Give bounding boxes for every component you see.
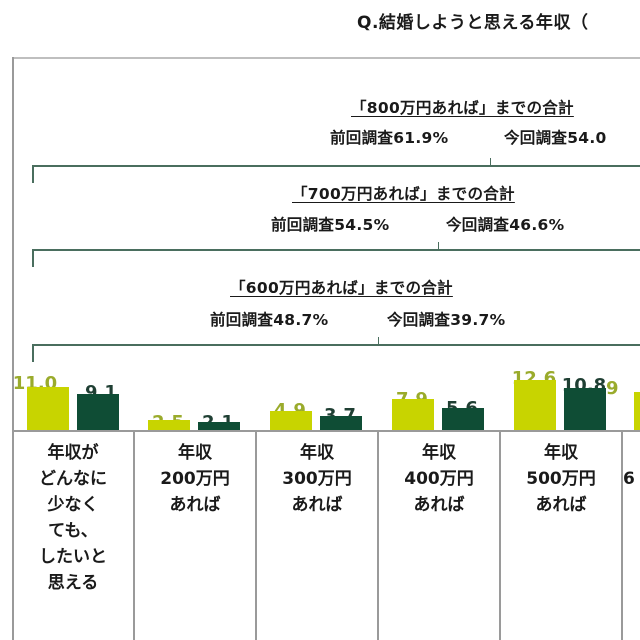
bar-curr bbox=[564, 388, 606, 430]
bar-curr bbox=[77, 394, 119, 430]
category-label: 年収 500万円 あれば bbox=[526, 443, 596, 515]
bracket-600-leg bbox=[32, 344, 34, 362]
category-divider bbox=[133, 430, 135, 640]
bracket-800-prev: 前回調査61.9% bbox=[330, 129, 449, 147]
chart-baseline bbox=[12, 430, 640, 432]
bracket-700-leg bbox=[32, 249, 34, 267]
bracket-800-curr: 今回調査54.0 bbox=[504, 129, 607, 147]
bracket-700-prev: 前回調査54.5% bbox=[271, 216, 390, 234]
frame-top-border bbox=[12, 57, 640, 59]
chart-title: Q.結婚しようと思える年収（ bbox=[357, 13, 589, 33]
bar-prev bbox=[392, 399, 434, 430]
bracket-600-tick bbox=[378, 337, 379, 344]
bar-prev bbox=[634, 392, 640, 430]
bracket-800-tick bbox=[490, 158, 491, 165]
frame-left-border bbox=[12, 57, 14, 640]
category-divider bbox=[255, 430, 257, 640]
bracket-700-label: 「700万円あれば」までの合計 bbox=[292, 185, 515, 203]
category-label: 年収が どんなに 少なく ても、 したいと 思える bbox=[39, 443, 107, 593]
bar-curr bbox=[320, 416, 362, 430]
category-label: 6 bbox=[623, 469, 635, 489]
bar-prev bbox=[27, 387, 69, 430]
bracket-600-line bbox=[32, 344, 640, 346]
bracket-800-line bbox=[32, 165, 640, 167]
category-divider bbox=[499, 430, 501, 640]
category-divider bbox=[621, 430, 623, 640]
category-label: 年収 200万円 あれば bbox=[160, 443, 230, 515]
bracket-600-label: 「600万円あれば」までの合計 bbox=[230, 279, 453, 297]
bracket-800-leg bbox=[32, 165, 34, 183]
bracket-600-prev: 前回調査48.7% bbox=[210, 311, 329, 329]
bracket-600-curr: 今回調査39.7% bbox=[387, 311, 506, 329]
category-label: 年収 400万円 あれば bbox=[404, 443, 474, 515]
bar-curr bbox=[198, 422, 240, 430]
bracket-700-line bbox=[32, 249, 640, 251]
category-divider bbox=[377, 430, 379, 640]
category-label: 年収 300万円 あれば bbox=[282, 443, 352, 515]
bar-prev bbox=[270, 411, 312, 430]
bracket-700-tick bbox=[438, 242, 439, 249]
bar-value-prev: 9 bbox=[606, 378, 619, 399]
bar-curr bbox=[442, 408, 484, 430]
bar-prev bbox=[148, 420, 190, 430]
bar-prev bbox=[514, 380, 556, 430]
bracket-700-curr: 今回調査46.6% bbox=[446, 216, 565, 234]
bracket-800-label: 「800万円あれば」までの合計 bbox=[351, 99, 574, 117]
